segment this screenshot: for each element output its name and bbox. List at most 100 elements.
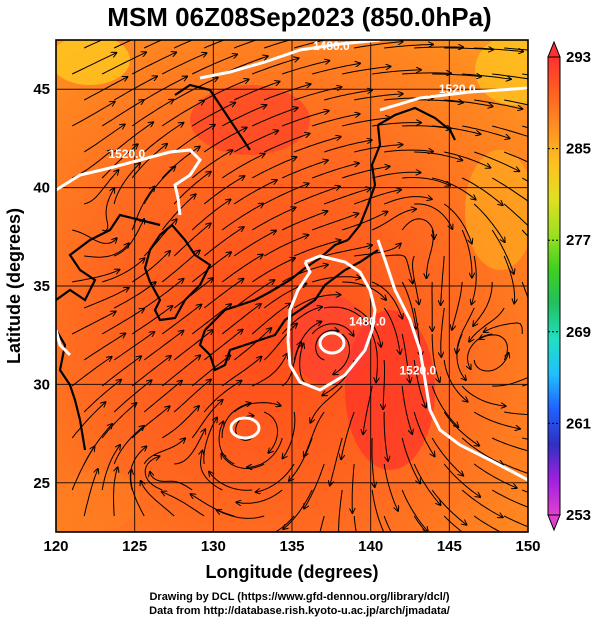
streamline [441, 307, 445, 357]
streamline [84, 243, 129, 258]
streamline [113, 122, 153, 153]
streamline [324, 306, 367, 324]
streamline [342, 118, 390, 127]
lat-lon-grid [55, 40, 529, 532]
streamline [131, 251, 170, 283]
streamline [191, 400, 222, 439]
streamline [233, 280, 274, 309]
streamline [131, 470, 145, 517]
contour-labels: 1480.0 1520.0 1520.0 1480.0 1520.0 [108, 39, 475, 378]
streamline [174, 429, 205, 465]
streamline [282, 111, 329, 127]
streamline [324, 188, 370, 205]
streamline [221, 154, 265, 179]
streamline [173, 278, 213, 309]
streamline [84, 170, 118, 205]
streamline [372, 437, 375, 487]
streamline [431, 385, 458, 427]
streamline [263, 134, 309, 153]
colorbar-top-arrow [547, 40, 561, 58]
streamline [402, 73, 451, 74]
streamline [431, 334, 439, 382]
colorbar-tick-label: 277 [566, 232, 591, 249]
streamline [161, 251, 200, 283]
streamline [143, 123, 183, 153]
colorbar-tick-label: 261 [566, 415, 591, 432]
streamline [131, 356, 171, 387]
streamline [236, 489, 283, 503]
colorbar-bottom-arrow [547, 514, 561, 532]
streamline [173, 125, 215, 153]
streamline [141, 481, 175, 517]
streamline [191, 200, 230, 231]
streamline [354, 190, 401, 205]
streamline [342, 67, 390, 75]
streamline [71, 312, 116, 335]
streamline [71, 53, 116, 75]
streamline [384, 197, 432, 205]
streamline [384, 254, 413, 283]
streamline [281, 160, 328, 179]
streamline [372, 70, 421, 75]
streamline [312, 63, 360, 75]
colorbar-gradient [547, 56, 561, 516]
streamline [251, 157, 296, 179]
streamline [113, 40, 133, 49]
streamline [72, 229, 117, 243]
x-tick-label: 130 [201, 538, 226, 555]
contour-label: 1480.0 [313, 39, 350, 53]
streamline [143, 438, 185, 465]
streamline [324, 245, 372, 257]
y-tick-label: 25 [33, 475, 50, 492]
streamline [461, 489, 503, 517]
streamline [83, 40, 103, 49]
streamline [444, 48, 493, 50]
streamline [203, 128, 246, 153]
y-tick-label: 40 [33, 180, 50, 197]
streamline [304, 463, 325, 509]
streamline [83, 333, 125, 361]
streamline [281, 211, 327, 231]
streamline [191, 252, 231, 283]
streamline [283, 411, 296, 458]
streamline [312, 114, 359, 127]
streamline [161, 305, 201, 335]
streamline [233, 231, 276, 257]
streamline [432, 125, 480, 134]
credit-line-drawing: Drawing by DCL (https://www.gfd-dennou.o… [149, 591, 450, 603]
streamline [522, 125, 528, 129]
streamline [522, 437, 528, 440]
streamline [144, 456, 163, 491]
streamline [251, 304, 290, 335]
streamline [221, 204, 263, 231]
streamline [431, 489, 466, 525]
streamline [371, 489, 386, 532]
streamline [414, 151, 462, 160]
streamline [401, 489, 428, 532]
streamline [401, 218, 434, 239]
streamline [312, 214, 358, 231]
streamline [161, 101, 204, 127]
streamline [431, 437, 463, 476]
streamline [371, 209, 416, 231]
streamline [101, 403, 136, 439]
streamline [492, 125, 528, 137]
streamline [353, 515, 357, 532]
streamline [383, 411, 388, 461]
colorbar: 293 285 277 269 261 253 [547, 40, 591, 532]
streamline [312, 163, 359, 179]
streamline [491, 229, 514, 274]
streamline [221, 454, 265, 470]
y-tick-labels: 25 30 35 40 45 [33, 81, 50, 492]
streamline [203, 176, 244, 205]
streamline [102, 188, 114, 232]
streamline [473, 463, 517, 488]
contour-label: 1480.0 [349, 314, 386, 328]
streamline [474, 47, 523, 52]
x-tick-label: 140 [358, 538, 383, 555]
streamline [522, 73, 528, 76]
streamline [413, 515, 427, 532]
streamline [414, 203, 452, 229]
wind-streamlines [71, 40, 528, 532]
streamline [383, 463, 398, 511]
